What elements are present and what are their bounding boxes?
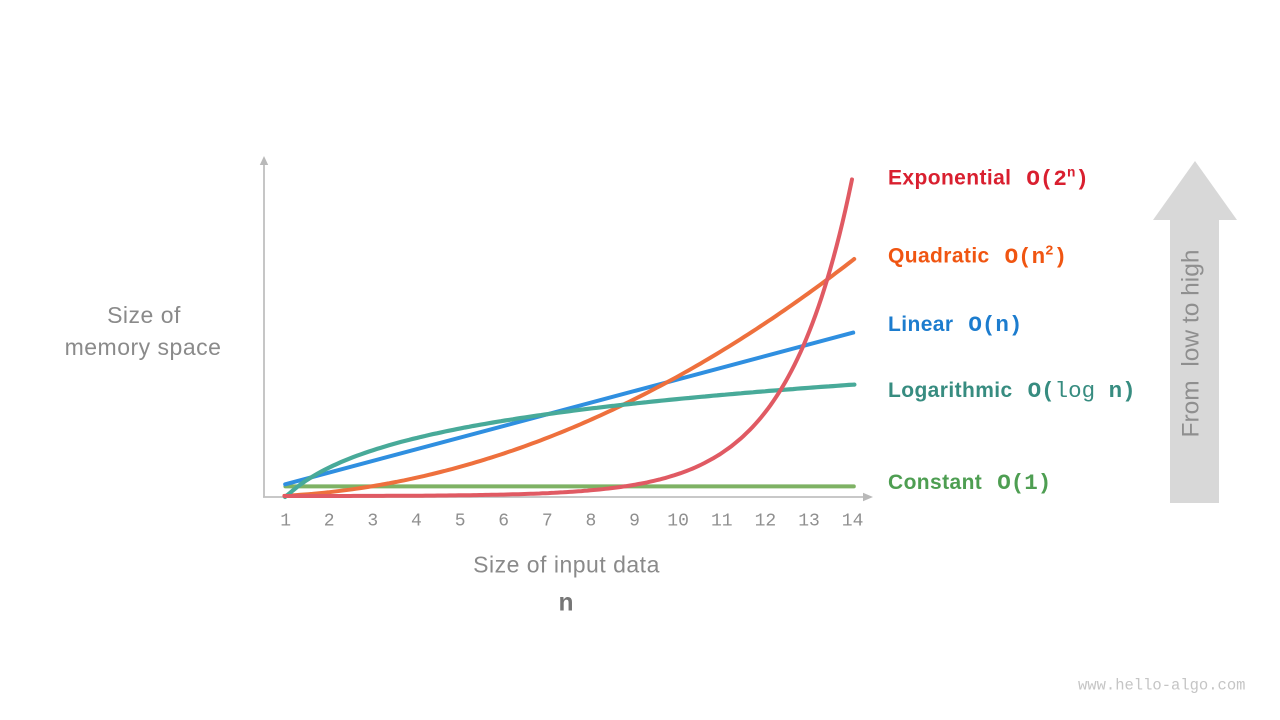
svg-text:www.hello-algo.com: www.hello-algo.com [1078,676,1245,694]
svg-text:12: 12 [755,512,777,532]
svg-text:5: 5 [455,512,466,532]
svg-text:1: 1 [280,512,291,532]
svg-text:From low to high: From low to high [1178,250,1205,438]
svg-text:10: 10 [667,512,689,532]
svg-text:n: n [558,590,573,619]
svg-text:Size of input data: Size of input data [473,551,660,577]
svg-text:13: 13 [798,512,820,532]
svg-text:6: 6 [498,512,509,532]
svg-text:8: 8 [585,512,596,532]
svg-text:7: 7 [542,512,553,532]
svg-text:memory space: memory space [65,334,222,360]
svg-text:4: 4 [411,512,422,532]
svg-text:11: 11 [711,512,733,532]
svg-text:14: 14 [842,512,864,532]
svg-text:3: 3 [367,512,378,532]
svg-text:9: 9 [629,512,640,532]
svg-text:2: 2 [324,512,335,532]
svg-text:Size of: Size of [107,302,181,328]
